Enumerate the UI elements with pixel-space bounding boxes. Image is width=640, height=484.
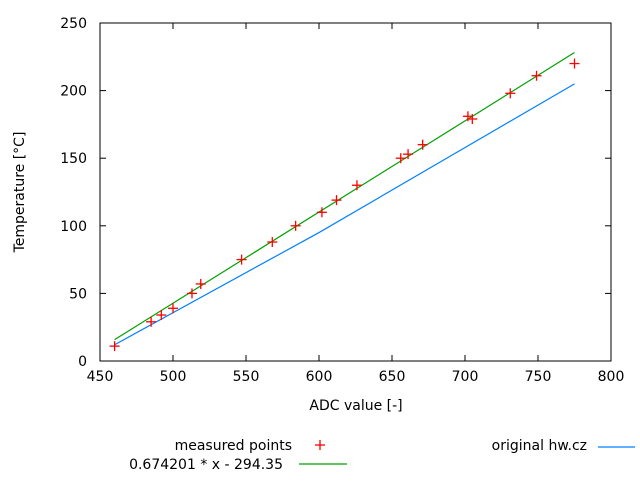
y-tick-label: 0 [78, 354, 87, 370]
x-tick-label: 450 [87, 369, 114, 385]
y-tick-label: 50 [69, 286, 87, 302]
x-tick-label: 750 [525, 369, 552, 385]
legend: measured points 0.674201 * x - 294.35 or… [129, 438, 635, 473]
legend-label-fit-line: 0.674201 * x - 294.35 [129, 457, 283, 473]
x-axis-title: ADC value [-] [309, 398, 402, 414]
y-tick-label: 250 [60, 16, 87, 32]
legend-label-measured-points: measured points [175, 438, 292, 454]
y-tick-label: 100 [60, 219, 87, 235]
x-tick-label: 700 [452, 369, 479, 385]
y-axis-title: Temperature [°C] [12, 132, 28, 254]
plot-border [99, 22, 612, 362]
series-line [114, 52, 575, 341]
legend-samples [299, 440, 635, 465]
x-tick-label: 650 [379, 369, 406, 385]
x-tick-label: 500 [160, 369, 187, 385]
x-tick-label: 600 [306, 369, 333, 385]
plot-area: 450 500 550 600 650 700 750 800 0 50 100 150 200 250 [60, 16, 624, 385]
x-tick-label: 800 [598, 369, 625, 385]
series-line [114, 83, 575, 346]
y-tick-label: 200 [60, 84, 87, 100]
x-tick-label: 550 [233, 369, 260, 385]
y-tick-label: 150 [60, 151, 87, 167]
legend-label-original-hwcz: original hw.cz [492, 438, 587, 454]
